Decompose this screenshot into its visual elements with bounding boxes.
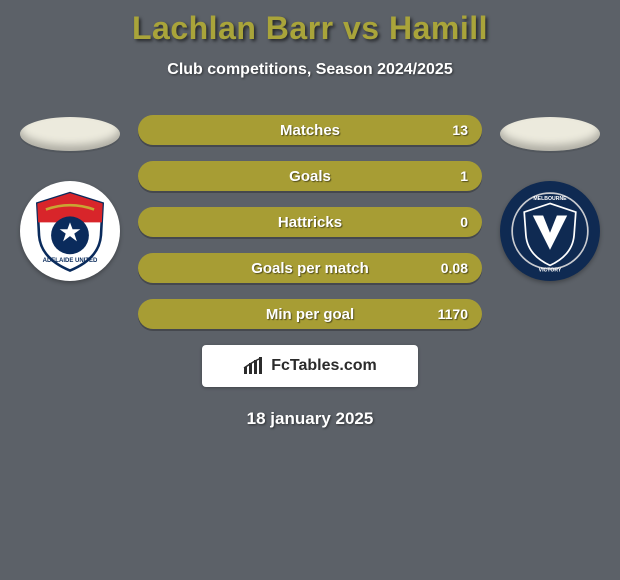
svg-text:MELBOURNE: MELBOURNE [533, 196, 567, 202]
stat-label: Goals [138, 168, 482, 185]
content-row: ADELAIDE UNITED Matches13 Goals1 Hattricks… [0, 115, 620, 429]
svg-text:ADELAIDE UNITED: ADELAIDE UNITED [43, 258, 98, 264]
comparison-date: 18 january 2025 [138, 409, 482, 429]
stat-bar: Goals1 [138, 161, 482, 191]
stat-label: Hattricks [138, 214, 482, 231]
stat-value-right: 13 [452, 122, 468, 138]
club-badge-adelaide: ADELAIDE UNITED [20, 181, 120, 281]
player-right-halo [500, 117, 600, 151]
stat-bar: Min per goal1170 [138, 299, 482, 329]
stat-label: Goals per match [138, 260, 482, 277]
bar-chart-icon [243, 357, 265, 375]
adelaide-united-logo-icon: ADELAIDE UNITED [27, 188, 113, 274]
melbourne-victory-logo-icon: MELBOURNE VICTORY [507, 188, 593, 274]
page-subtitle: Club competitions, Season 2024/2025 [0, 61, 620, 79]
stat-value-right: 0.08 [441, 260, 468, 276]
svg-text:VICTORY: VICTORY [539, 267, 562, 273]
page-title: Lachlan Barr vs Hamill [0, 0, 620, 47]
stat-label: Matches [138, 122, 482, 139]
stat-value-right: 1170 [438, 306, 468, 322]
stats-column: Matches13 Goals1 Hattricks0 Goals per match… [130, 115, 490, 429]
stat-label: Min per goal [138, 306, 482, 323]
player-left-halo [20, 117, 120, 151]
player-right-column: MELBOURNE VICTORY [490, 115, 610, 281]
brand-text: FcTables.com [271, 357, 377, 375]
brand-box[interactable]: FcTables.com [202, 345, 418, 387]
stat-bar: Matches13 [138, 115, 482, 145]
player-left-column: ADELAIDE UNITED [10, 115, 130, 281]
stat-value-right: 0 [460, 214, 468, 230]
stat-value-right: 1 [460, 168, 468, 184]
stat-bar: Hattricks0 [138, 207, 482, 237]
stat-bar: Goals per match0.08 [138, 253, 482, 283]
comparison-canvas: Lachlan Barr vs Hamill Club competitions… [0, 0, 620, 580]
club-badge-melbourne-victory: MELBOURNE VICTORY [500, 181, 600, 281]
